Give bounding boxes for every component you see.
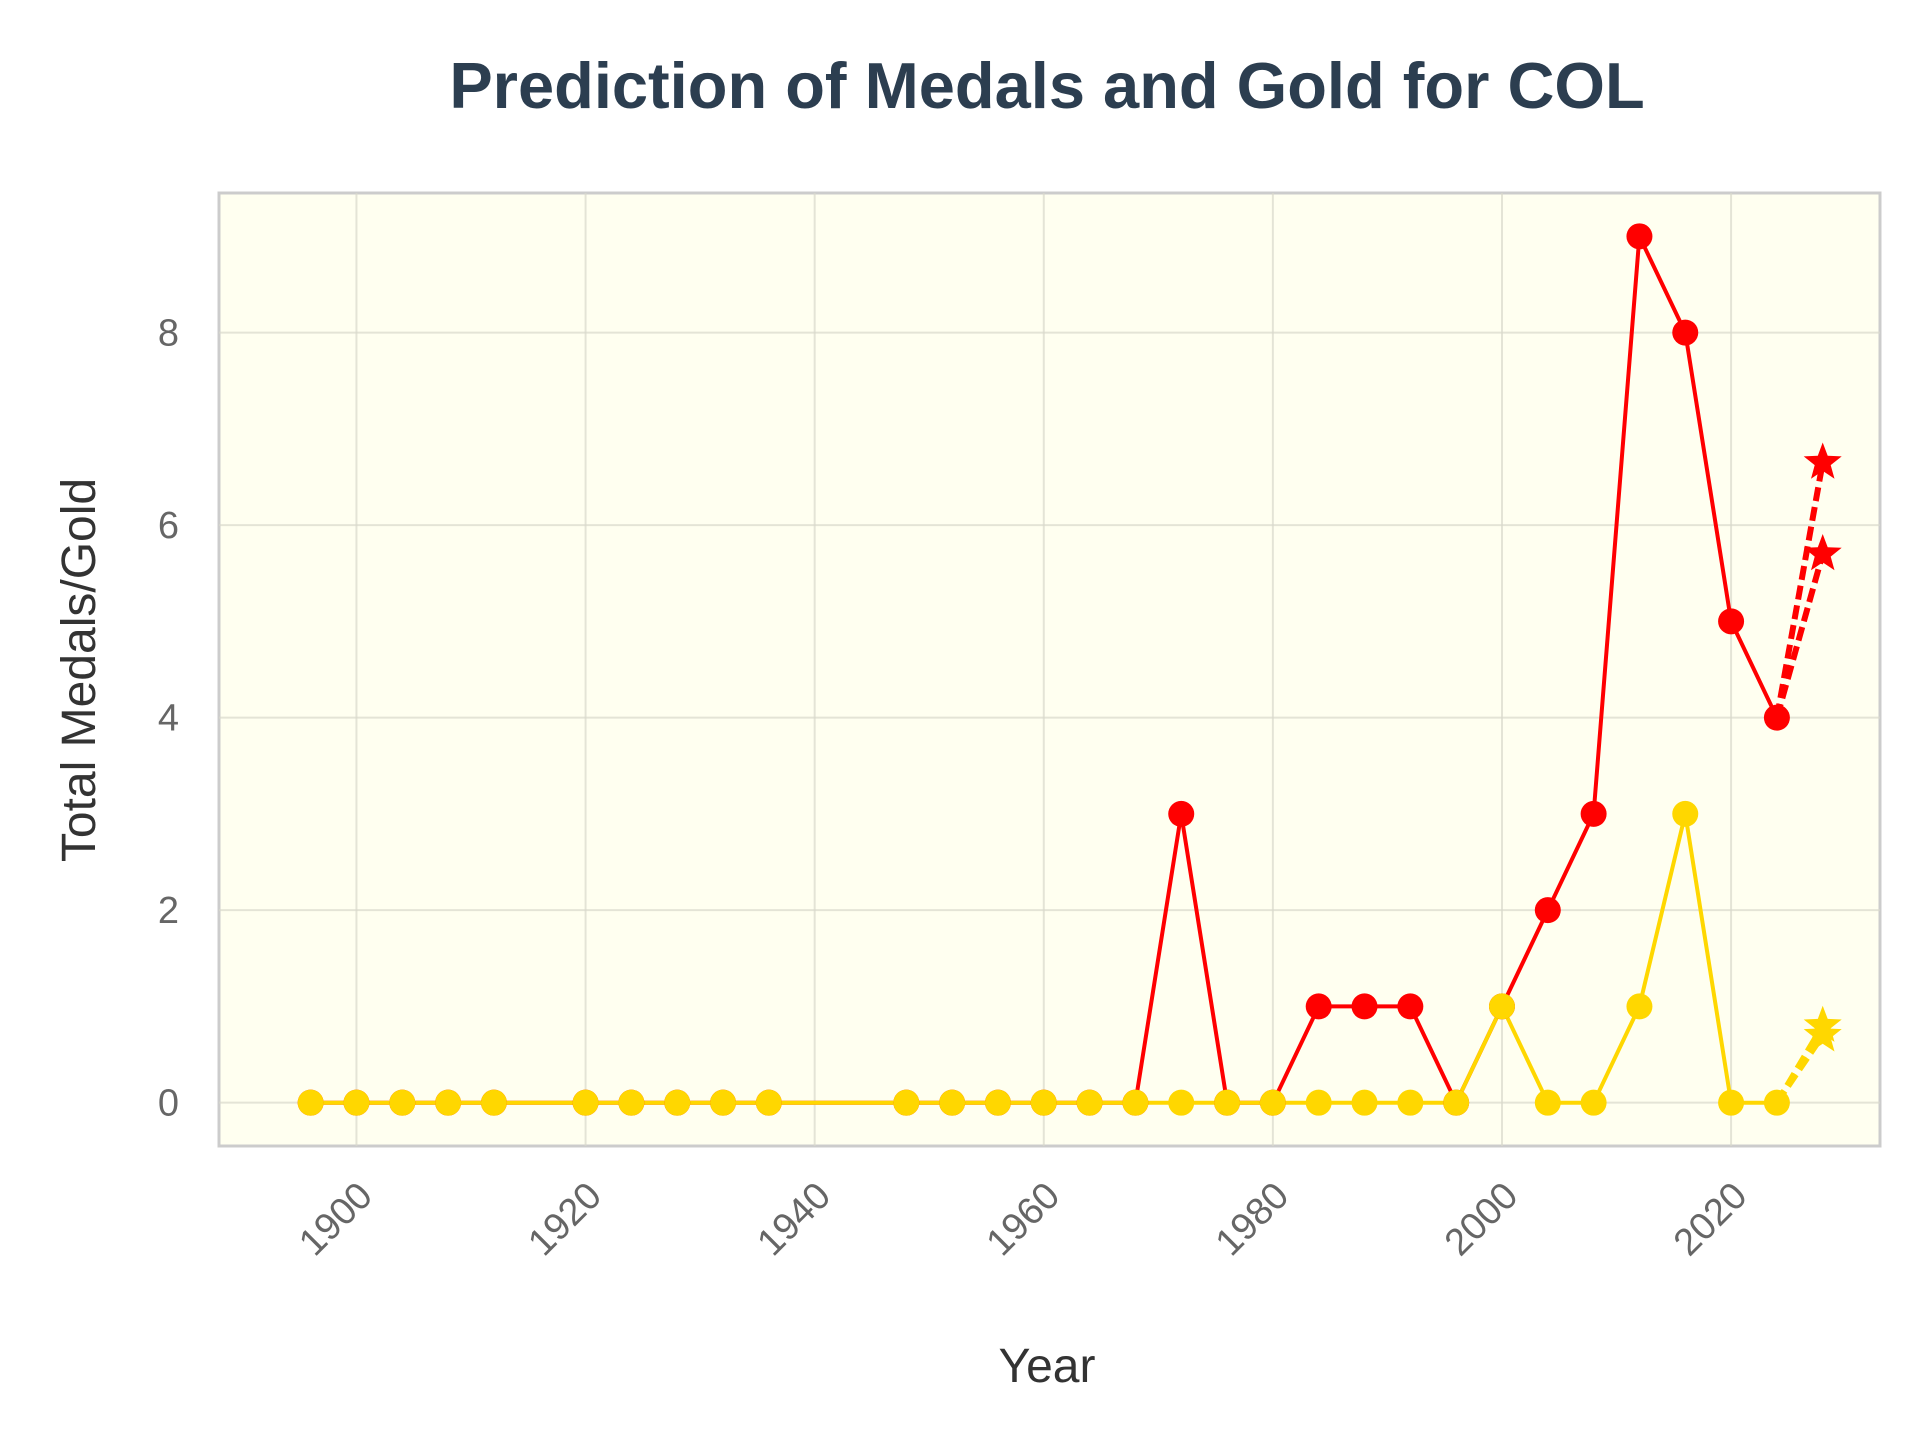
data-point-star bbox=[1803, 442, 1842, 479]
data-point bbox=[1718, 608, 1745, 635]
data-point bbox=[1397, 993, 1424, 1020]
marker-layer bbox=[297, 223, 1842, 1116]
chart-title: Prediction of Medals and Gold for COL bbox=[449, 49, 1644, 122]
data-point bbox=[1351, 1089, 1378, 1116]
data-point bbox=[1030, 1089, 1057, 1116]
y-axis-ticks: 0 2 4 6 8 bbox=[158, 313, 179, 1125]
data-point bbox=[755, 1089, 782, 1116]
data-point bbox=[1488, 993, 1515, 1020]
data-point bbox=[1534, 1089, 1561, 1116]
data-point bbox=[1672, 319, 1699, 346]
data-point bbox=[1214, 1089, 1241, 1116]
data-point bbox=[480, 1089, 507, 1116]
data-point bbox=[1397, 1089, 1424, 1116]
y-tick-label: 4 bbox=[158, 698, 179, 740]
data-point bbox=[1076, 1089, 1103, 1116]
data-point bbox=[1305, 993, 1332, 1020]
series-line-3 bbox=[1774, 553, 1826, 719]
data-point bbox=[1351, 993, 1378, 1020]
data-point bbox=[618, 1089, 645, 1116]
y-tick-label: 0 bbox=[158, 1083, 179, 1125]
x-axis-ticks: 1900 1920 1940 1960 1980 2000 2020 bbox=[291, 1175, 1755, 1264]
data-point bbox=[1168, 800, 1195, 827]
y-tick-label: 8 bbox=[158, 313, 179, 355]
data-point bbox=[1305, 1089, 1332, 1116]
data-point bbox=[893, 1089, 920, 1116]
data-point bbox=[1443, 1089, 1470, 1116]
data-point bbox=[939, 1089, 966, 1116]
x-tick-label: 2000 bbox=[1437, 1175, 1526, 1264]
x-axis-label: Year bbox=[999, 1340, 1096, 1393]
data-point bbox=[297, 1089, 324, 1116]
y-tick-label: 2 bbox=[158, 890, 179, 932]
data-point bbox=[1168, 1089, 1195, 1116]
data-point bbox=[1763, 1089, 1790, 1116]
data-point bbox=[1580, 800, 1607, 827]
x-tick-label: 1940 bbox=[750, 1175, 839, 1264]
series-line-2 bbox=[1773, 461, 1826, 719]
data-point-star bbox=[1803, 534, 1842, 571]
data-point bbox=[1718, 1089, 1745, 1116]
grid bbox=[219, 193, 1880, 1146]
data-point bbox=[984, 1089, 1011, 1116]
data-point bbox=[343, 1089, 370, 1116]
data-point bbox=[1763, 704, 1790, 731]
x-tick-label: 1960 bbox=[979, 1175, 1068, 1264]
data-point bbox=[1580, 1089, 1607, 1116]
x-tick-label: 1920 bbox=[520, 1175, 609, 1264]
data-point-star bbox=[1803, 1015, 1842, 1052]
data-point bbox=[1259, 1089, 1286, 1116]
data-point bbox=[664, 1089, 691, 1116]
x-tick-label: 1900 bbox=[291, 1175, 380, 1264]
data-point bbox=[1122, 1089, 1149, 1116]
data-point bbox=[1534, 897, 1561, 924]
x-tick-label: 2020 bbox=[1666, 1175, 1755, 1264]
x-tick-label: 1980 bbox=[1208, 1175, 1297, 1264]
data-point bbox=[1626, 223, 1653, 250]
data-point bbox=[1672, 800, 1699, 827]
data-point bbox=[435, 1089, 462, 1116]
data-point bbox=[572, 1089, 599, 1116]
data-point bbox=[1626, 993, 1653, 1020]
y-axis-label: Total Medals/Gold bbox=[53, 478, 106, 862]
y-tick-label: 6 bbox=[158, 505, 179, 547]
data-point bbox=[710, 1089, 737, 1116]
data-point bbox=[389, 1089, 416, 1116]
